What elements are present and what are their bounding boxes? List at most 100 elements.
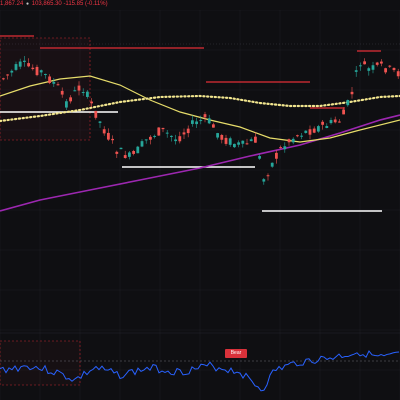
candle-body	[317, 126, 320, 132]
candle-body	[254, 136, 257, 143]
candle-body	[262, 179, 266, 182]
candle-body	[73, 90, 77, 92]
candle-body	[308, 129, 312, 135]
level-lines	[0, 35, 382, 212]
candle-body	[375, 62, 379, 65]
candle-body	[296, 135, 299, 137]
candle-body	[2, 78, 5, 80]
candle-body	[60, 90, 64, 95]
candle-body	[346, 99, 350, 106]
candle-body	[300, 135, 303, 137]
candle-body	[233, 143, 236, 148]
candle-body	[367, 68, 371, 71]
candle-body	[266, 175, 270, 177]
candle-body	[18, 61, 22, 67]
price-chart[interactable]	[0, 10, 400, 400]
candle-body	[14, 64, 18, 70]
price-value: 1,867.24	[0, 1, 24, 7]
candle-body	[157, 127, 161, 136]
candle-body	[354, 70, 358, 72]
candle-body	[304, 130, 308, 133]
candle-body	[212, 124, 215, 128]
candle-body	[119, 147, 123, 150]
chart-grid	[0, 10, 400, 400]
candle-body	[359, 65, 362, 67]
candle-body	[111, 138, 114, 141]
candle-body	[178, 136, 182, 142]
candle-body	[191, 120, 194, 124]
price-header: 1,867.24 ● 103,865.30 -115.85 (-0.11%)	[0, 0, 400, 10]
candle-body	[52, 81, 56, 84]
candle-body	[161, 127, 165, 130]
candle-body	[203, 114, 207, 118]
candle-body	[199, 120, 203, 122]
candle-body	[6, 74, 9, 76]
candle-body	[149, 136, 152, 140]
candle-body	[287, 139, 291, 143]
candle-body	[35, 66, 39, 76]
bear-badge: Bear	[225, 349, 247, 358]
candle-body	[333, 119, 337, 123]
bullish-cell-icon: ●	[26, 1, 30, 7]
candle-body	[186, 128, 190, 134]
candle-body	[65, 101, 68, 108]
candle-body	[388, 65, 392, 67]
change-percent: -115.85 (-0.11%)	[63, 1, 108, 7]
oscillator-pane	[0, 332, 400, 392]
candle-body	[342, 109, 345, 115]
candle-body	[140, 141, 144, 147]
candle-body	[371, 65, 375, 70]
candle-body	[86, 91, 89, 97]
candle-body	[174, 139, 177, 142]
candle-body	[10, 70, 14, 73]
candle-body	[102, 129, 106, 134]
candle-body	[224, 137, 228, 144]
candle-body	[165, 132, 169, 134]
candle-body	[363, 61, 366, 65]
candle-body	[107, 132, 110, 140]
candle-body	[241, 140, 245, 144]
candle-body	[220, 134, 224, 140]
candle-body	[44, 73, 47, 75]
candle-body	[321, 121, 324, 125]
candle-body	[48, 76, 51, 83]
candle-body	[392, 67, 396, 71]
candle-body	[228, 138, 232, 145]
candle-body	[144, 139, 148, 141]
candle-body	[90, 101, 93, 104]
candle-body	[81, 92, 85, 94]
candle-body	[182, 132, 186, 135]
candle-body	[279, 147, 282, 149]
candle-body	[136, 146, 140, 154]
slow-ma-line	[0, 114, 400, 212]
candle-body	[237, 142, 240, 145]
candle-body	[291, 138, 295, 143]
candle-body	[115, 151, 119, 154]
fast-ma-line	[0, 75, 400, 143]
candle-body	[170, 135, 173, 137]
candle-body	[216, 133, 219, 138]
candle-body	[258, 156, 261, 159]
oscillator-line	[0, 350, 400, 392]
candle-body	[56, 84, 60, 86]
moving-averages	[0, 75, 400, 212]
candle-body	[98, 121, 102, 123]
candle-body	[207, 118, 211, 124]
candle-body	[283, 146, 287, 150]
candle-body	[245, 143, 249, 145]
candlesticks	[2, 56, 400, 185]
candle-body	[153, 135, 156, 137]
candle-body	[325, 126, 329, 129]
candle-body	[27, 63, 30, 67]
zone-box	[0, 37, 91, 141]
candle-body	[39, 70, 43, 73]
candle-body	[384, 68, 387, 73]
candle-body	[132, 151, 135, 154]
candle-body	[31, 67, 35, 70]
candle-body	[275, 152, 278, 159]
candle-body	[249, 139, 253, 142]
candle-body	[128, 152, 131, 157]
candle-body	[396, 71, 400, 77]
candle-body	[23, 60, 26, 62]
candle-body	[380, 61, 383, 64]
